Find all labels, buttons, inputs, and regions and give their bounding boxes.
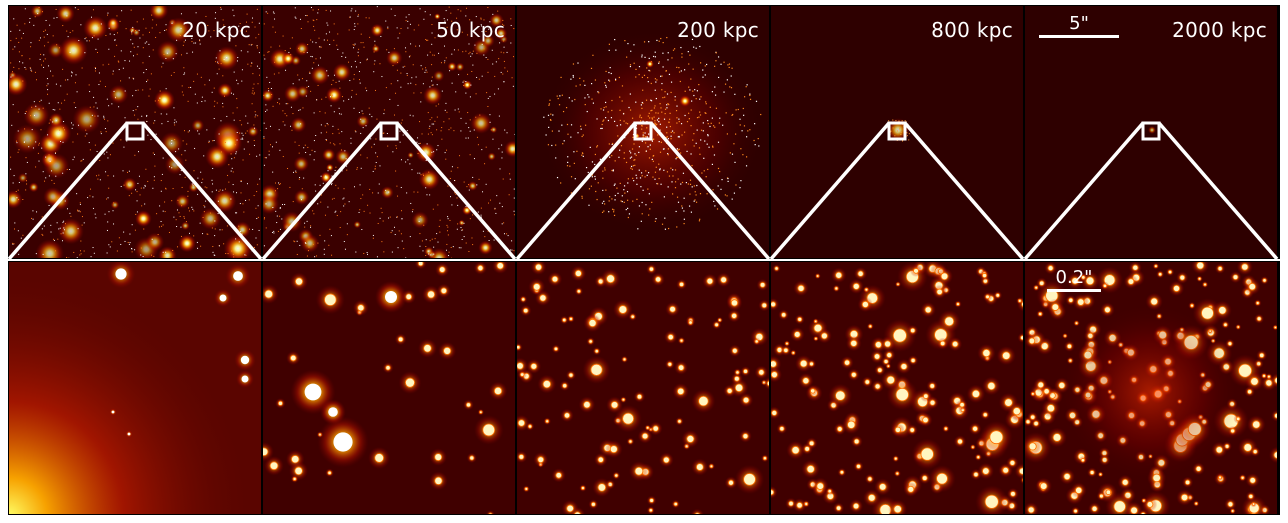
scale-bar-bottom: 0.2"	[1047, 268, 1101, 292]
distance-label: 200 kpc	[677, 18, 759, 42]
distance-label: 50 kpc	[436, 18, 505, 42]
top-panel-4: 800 kpc	[770, 5, 1024, 259]
scale-bar-line	[1039, 35, 1119, 38]
star-field-zoom-image	[9, 262, 261, 514]
star-field-image	[1025, 6, 1277, 258]
figure: 20 kpc 50 kpc 200 kpc 800 kpc 2000 kpc 5…	[8, 5, 1280, 515]
scale-bar-label: 0.2"	[1055, 267, 1093, 288]
top-panel-5: 2000 kpc 5"	[1024, 5, 1278, 259]
zoom-panel-5: 0.2"	[1024, 261, 1278, 515]
distance-label: 20 kpc	[182, 18, 251, 42]
scale-bar-line	[1047, 289, 1101, 292]
top-panel-1: 20 kpc	[8, 5, 262, 259]
zoom-panel-1	[8, 261, 262, 515]
star-field-zoom-image	[263, 262, 515, 514]
zoom-panel-2	[262, 261, 516, 515]
top-panel-3: 200 kpc	[516, 5, 770, 259]
star-field-image	[9, 6, 261, 258]
scale-bar-top: 5"	[1039, 14, 1119, 38]
star-field-image	[263, 6, 515, 258]
top-panel-2: 50 kpc	[262, 5, 516, 259]
zoom-panel-3	[516, 261, 770, 515]
star-field-zoom-image	[1025, 262, 1277, 514]
star-field-image	[517, 6, 769, 258]
star-field-image	[771, 6, 1023, 258]
zoom-panel-4	[770, 261, 1024, 515]
star-field-zoom-image	[771, 262, 1023, 514]
scale-bar-label: 5"	[1069, 13, 1089, 34]
distance-label: 2000 kpc	[1172, 18, 1267, 42]
distance-label: 800 kpc	[931, 18, 1013, 42]
star-field-zoom-image	[517, 262, 769, 514]
